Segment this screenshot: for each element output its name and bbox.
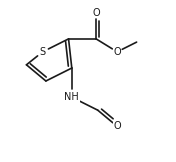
- Text: S: S: [40, 47, 46, 57]
- Text: NH: NH: [64, 92, 79, 102]
- Text: O: O: [92, 8, 100, 18]
- Text: O: O: [113, 121, 121, 131]
- Text: O: O: [113, 47, 121, 57]
